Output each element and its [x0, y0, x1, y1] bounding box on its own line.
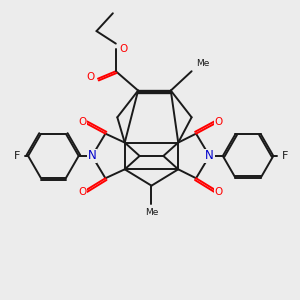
Text: Me: Me	[196, 59, 209, 68]
Text: N: N	[205, 149, 214, 162]
Text: F: F	[281, 151, 288, 161]
Text: O: O	[78, 117, 87, 127]
Text: O: O	[86, 72, 95, 82]
Text: O: O	[215, 187, 223, 196]
Text: O: O	[119, 44, 128, 54]
Text: Me: Me	[145, 208, 158, 217]
Text: O: O	[78, 187, 87, 196]
Text: F: F	[14, 151, 20, 161]
Text: N: N	[88, 149, 96, 162]
Text: O: O	[215, 117, 223, 127]
